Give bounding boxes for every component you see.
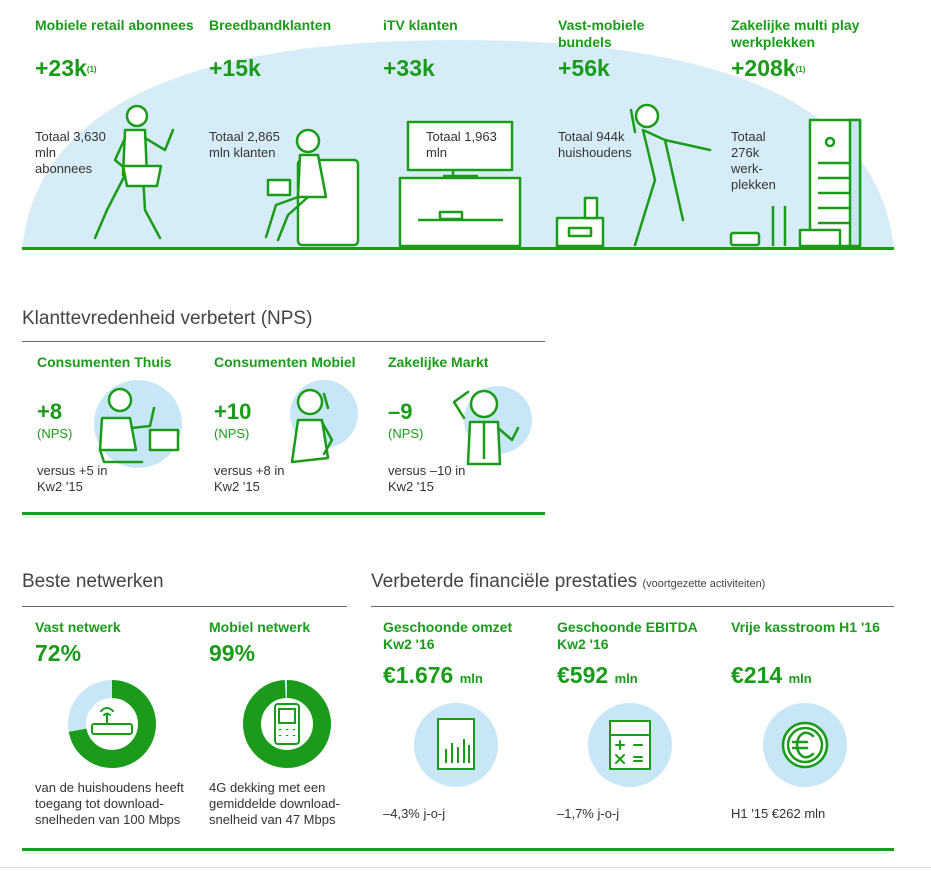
- network-title: Beste netwerken: [22, 571, 164, 592]
- nps-value-business: –9: [388, 399, 413, 424]
- office-building-icon: [729, 118, 862, 248]
- network-top-rule: [22, 606, 347, 607]
- top-desc-business: Totaal 276k werk-plekken: [731, 129, 776, 192]
- top-label-broadband: Breedbandklanten: [209, 17, 332, 33]
- finance-label-revenue: Geschoonde omzet Kw2 '16: [383, 619, 513, 652]
- nps-unit-business: (NPS): [388, 426, 424, 441]
- fixed-network-donut: [68, 680, 156, 768]
- person-laptop-sofa-icon: [264, 128, 360, 247]
- top-value-mobile: +23k(1): [35, 55, 97, 81]
- top-baseline: [22, 247, 894, 250]
- finance-top-rule: [371, 606, 894, 607]
- nps-value-home: +8: [37, 399, 63, 424]
- nps-desc-business: versus –10 in Kw2 '15: [388, 463, 466, 494]
- network-value-fixed: 72%: [35, 640, 82, 666]
- nps-value-mobile: +10: [214, 399, 252, 424]
- person-phone-icon: [290, 380, 358, 464]
- network-desc-fixed: van de huishoudens heeft toegang tot dow…: [35, 780, 184, 827]
- top-value-bundles: +56k: [558, 55, 610, 81]
- top-value-itv: +33k: [383, 55, 435, 81]
- calculator-icon: [588, 703, 672, 787]
- finance-label-cashflow: Vrije kasstroom H1 '16: [731, 619, 880, 635]
- euro-coin-icon: [763, 703, 847, 787]
- person-laptop-icon: [94, 380, 182, 468]
- network-label-fixed: Vast netwerk: [35, 619, 121, 635]
- finance-desc-revenue: –4,3% j-o-j: [383, 806, 446, 821]
- finance-value-revenue: €1.676 mln: [383, 662, 483, 688]
- bottom-rule: [22, 848, 894, 851]
- bar-chart-icon: [414, 703, 498, 787]
- nps-desc-mobile: versus +8 in Kw2 '15: [214, 463, 285, 494]
- network-label-mobile: Mobiel netwerk: [209, 619, 311, 635]
- nps-title: Klanttevredenheid verbetert (NPS): [22, 308, 313, 329]
- top-label-itv: iTV klanten: [383, 17, 458, 33]
- nps-label-mobile: Consumenten Mobiel: [214, 354, 356, 370]
- fixed-network-donut-fill: [68, 680, 156, 768]
- top-value-broadband: +15k: [209, 55, 261, 81]
- person-phone-walking-icon: [555, 103, 712, 248]
- nps-label-business: Zakelijke Markt: [388, 354, 489, 370]
- top-desc-broadband: Totaal 2,865 mln klanten: [209, 129, 280, 160]
- router-icon: [91, 707, 133, 735]
- page-edge-line: [0, 867, 931, 868]
- finance-title: Verbeterde financiële prestaties (voortg…: [371, 571, 766, 592]
- finance-value-ebitda: €592 mln: [557, 662, 638, 688]
- nps-desc-home: versus +5 in Kw2 '15: [37, 463, 108, 494]
- top-desc-bundles: Totaal 944k huishoudens: [558, 129, 632, 160]
- tv-cabinet-icon: [398, 120, 522, 248]
- nps-label-home: Consumenten Thuis: [37, 354, 172, 370]
- mobile-phone-icon: [274, 703, 300, 745]
- mobile-network-donut-fill: [243, 680, 331, 768]
- finance-value-cashflow: €214 mln: [731, 662, 812, 688]
- person-shopping-icon: [93, 104, 175, 240]
- mobile-network-donut: [243, 680, 331, 768]
- nps-bottom-rule: [22, 512, 545, 515]
- network-value-mobile: 99%: [209, 640, 256, 666]
- nps-unit-home: (NPS): [37, 426, 73, 441]
- top-label-bundles: Vast-mobiele bundels: [558, 17, 645, 50]
- finance-desc-cashflow: H1 '15 €262 mln: [731, 806, 826, 821]
- finance-desc-ebitda: –1,7% j-o-j: [557, 806, 620, 821]
- top-desc-itv: Totaal 1,963 mln: [426, 129, 497, 160]
- top-desc-mobile: Totaal 3,630 mln abonnees: [35, 129, 106, 176]
- top-value-business: +208k(1): [731, 55, 806, 81]
- finance-label-ebitda: Geschoonde EBITDA Kw2 '16: [557, 619, 698, 652]
- person-headset-icon: [452, 386, 532, 466]
- top-label-business: Zakelijke multi play werkplekken: [731, 17, 860, 50]
- top-label-mobile: Mobiele retail abonnees: [35, 17, 194, 33]
- network-desc-mobile: 4G dekking met een gemiddelde download-s…: [209, 780, 340, 827]
- nps-top-rule: [22, 341, 545, 342]
- nps-unit-mobile: (NPS): [214, 426, 250, 441]
